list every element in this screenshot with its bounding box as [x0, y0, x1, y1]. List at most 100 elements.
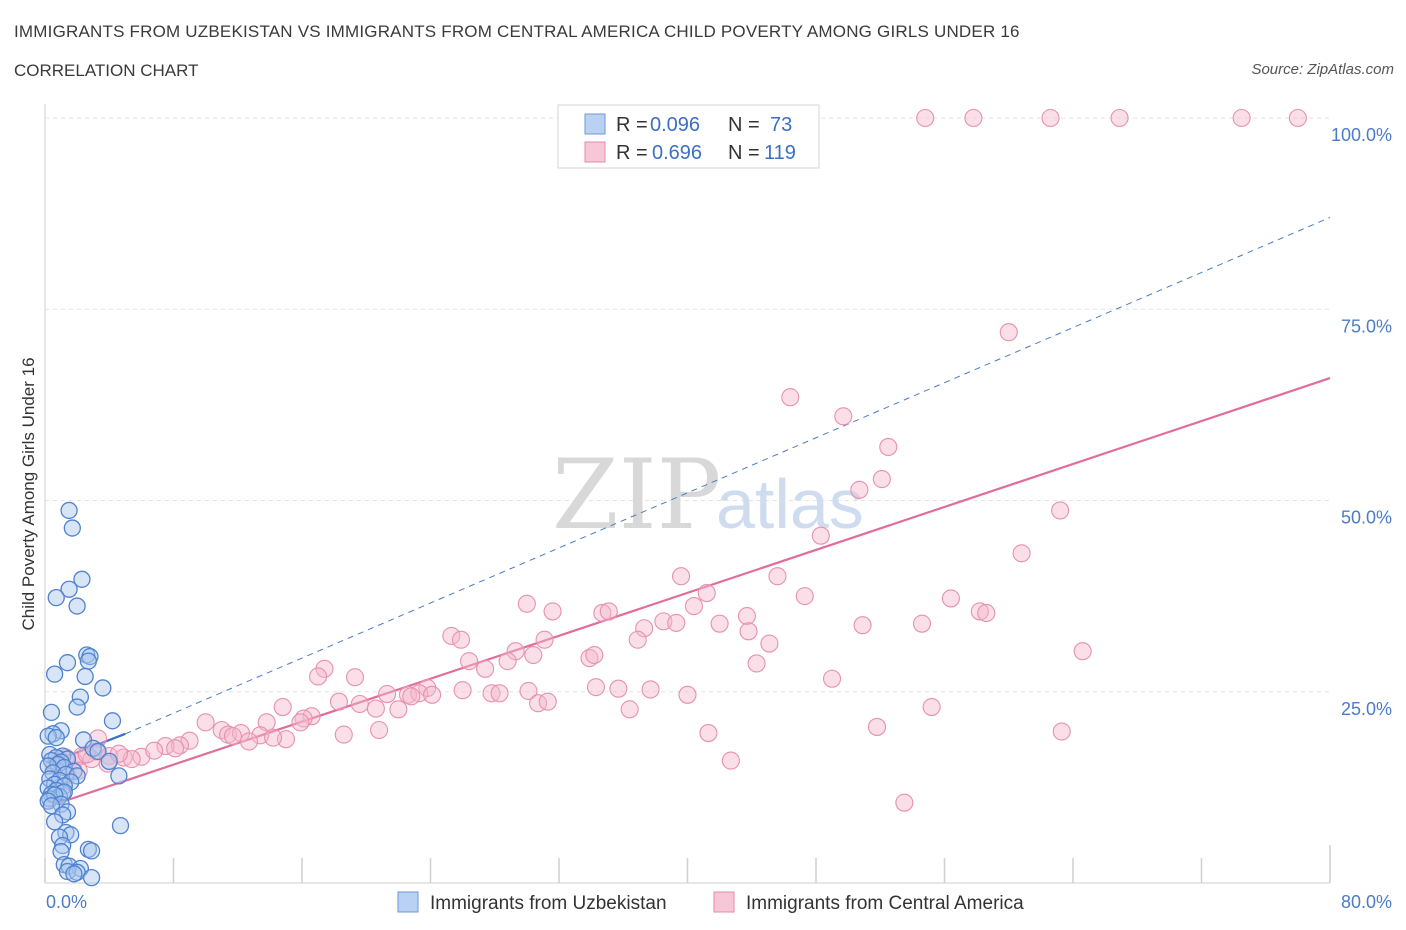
point-central-america — [519, 681, 538, 701]
source-label: Source: ZipAtlas.com — [1251, 61, 1394, 78]
point-central-america — [867, 717, 887, 736]
point-central-america — [620, 700, 639, 719]
point-central-america — [609, 679, 628, 698]
point-uzbekistan — [47, 729, 65, 747]
point-central-america — [684, 597, 703, 616]
point-central-america — [912, 614, 932, 633]
extended-trend-line — [125, 216, 1331, 735]
point-central-america — [737, 606, 756, 626]
legend-r-value-central-america: 0.696 — [652, 142, 702, 164]
point-uzbekistan — [103, 712, 122, 730]
point-uzbekistan — [54, 836, 72, 855]
point-central-america — [697, 584, 716, 603]
point-uzbekistan — [58, 803, 77, 821]
point-central-america — [273, 697, 292, 717]
point-central-america — [453, 681, 472, 700]
point-central-america — [811, 526, 830, 545]
point-central-america — [1041, 108, 1060, 128]
point-uzbekistan — [82, 868, 101, 887]
point-central-america — [599, 602, 618, 621]
point-central-america — [1012, 544, 1031, 563]
point-central-america — [879, 437, 898, 457]
point-uzbekistan — [76, 667, 94, 686]
trend-line-central-america — [47, 377, 1331, 808]
point-central-america — [329, 692, 348, 711]
point-uzbekistan — [63, 519, 81, 537]
data-points — [39, 108, 1307, 887]
point-uzbekistan — [84, 739, 102, 758]
axes — [44, 104, 1331, 884]
point-central-america — [309, 667, 328, 686]
point-central-america — [538, 692, 557, 711]
legend-swatch-central-america — [584, 141, 606, 163]
bottom-legend-swatch-central-america — [713, 891, 735, 913]
point-central-america — [291, 713, 310, 732]
point-central-america — [77, 745, 96, 764]
point-central-america — [180, 731, 199, 750]
point-uzbekistan — [47, 589, 65, 607]
point-central-america — [459, 652, 479, 671]
point-central-america — [543, 602, 562, 621]
point-uzbekistan — [71, 688, 89, 706]
point-central-america — [212, 720, 231, 740]
point-central-america — [699, 724, 718, 743]
y-tick-label: 25.0% — [1341, 699, 1392, 719]
point-uzbekistan — [45, 665, 64, 683]
point-central-america — [834, 407, 853, 426]
bottom-legend-swatch-uzbekistan — [397, 891, 419, 913]
bottom-legend-label-central-america: Immigrants from Central America — [746, 893, 1024, 914]
point-central-america — [1052, 722, 1071, 741]
point-central-america — [977, 603, 996, 623]
legend: R = 0.096 N = 73 R = 0.696 N = 119 — [557, 104, 820, 169]
point-central-america — [628, 630, 647, 649]
point-uzbekistan — [65, 865, 83, 883]
point-central-america — [1110, 108, 1129, 128]
legend-r-label-central-america: R = — [616, 142, 648, 164]
point-central-america — [781, 388, 800, 407]
point-central-america — [999, 323, 1018, 342]
point-central-america — [524, 645, 543, 665]
y-tick-labels: 25.0% 50.0% 75.0% 100.0% — [1331, 125, 1392, 719]
point-central-america — [585, 645, 604, 665]
point-central-america — [721, 751, 740, 770]
point-central-america — [423, 685, 442, 704]
point-central-america — [442, 626, 461, 645]
point-uzbekistan — [82, 842, 101, 860]
point-central-america — [916, 108, 935, 128]
point-uzbekistan — [110, 767, 128, 785]
point-central-america — [850, 480, 869, 499]
watermark-atlas: atlas — [716, 465, 864, 543]
point-central-america — [1051, 501, 1070, 520]
point-central-america — [760, 634, 779, 653]
bottom-legend-label-uzbekistan: Immigrants from Uzbekistan — [430, 893, 667, 914]
point-central-america — [239, 732, 259, 751]
x-tick-labels: 0.0% 80.0% — [46, 892, 1392, 912]
point-central-america — [872, 470, 891, 489]
y-tick-label: 50.0% — [1341, 508, 1392, 528]
point-uzbekistan — [89, 742, 107, 761]
legend-n-value-central-america: 119 — [764, 142, 796, 164]
point-central-america — [88, 729, 108, 748]
point-uzbekistan — [45, 813, 64, 831]
point-central-america — [170, 736, 189, 755]
point-uzbekistan — [100, 752, 118, 771]
point-central-america — [334, 725, 353, 744]
point-central-america — [1073, 642, 1092, 661]
point-central-america — [970, 602, 989, 621]
point-central-america — [166, 739, 185, 758]
point-central-america — [853, 616, 872, 635]
watermark: ZIP atlas — [552, 439, 864, 551]
point-uzbekistan — [94, 679, 112, 697]
point-central-america — [398, 685, 418, 704]
point-central-america — [739, 622, 758, 641]
x-tick-label: 0.0% — [46, 892, 87, 912]
point-central-america — [223, 727, 242, 746]
point-central-america — [370, 720, 389, 740]
point-central-america — [1232, 108, 1251, 128]
point-central-america — [451, 630, 471, 649]
point-central-america — [635, 619, 654, 638]
bottom-legend: Immigrants from Uzbekistan Immigrants fr… — [397, 891, 1024, 914]
watermark-zip: ZIP — [552, 439, 721, 551]
point-central-america — [795, 587, 814, 606]
point-central-america — [366, 699, 385, 718]
